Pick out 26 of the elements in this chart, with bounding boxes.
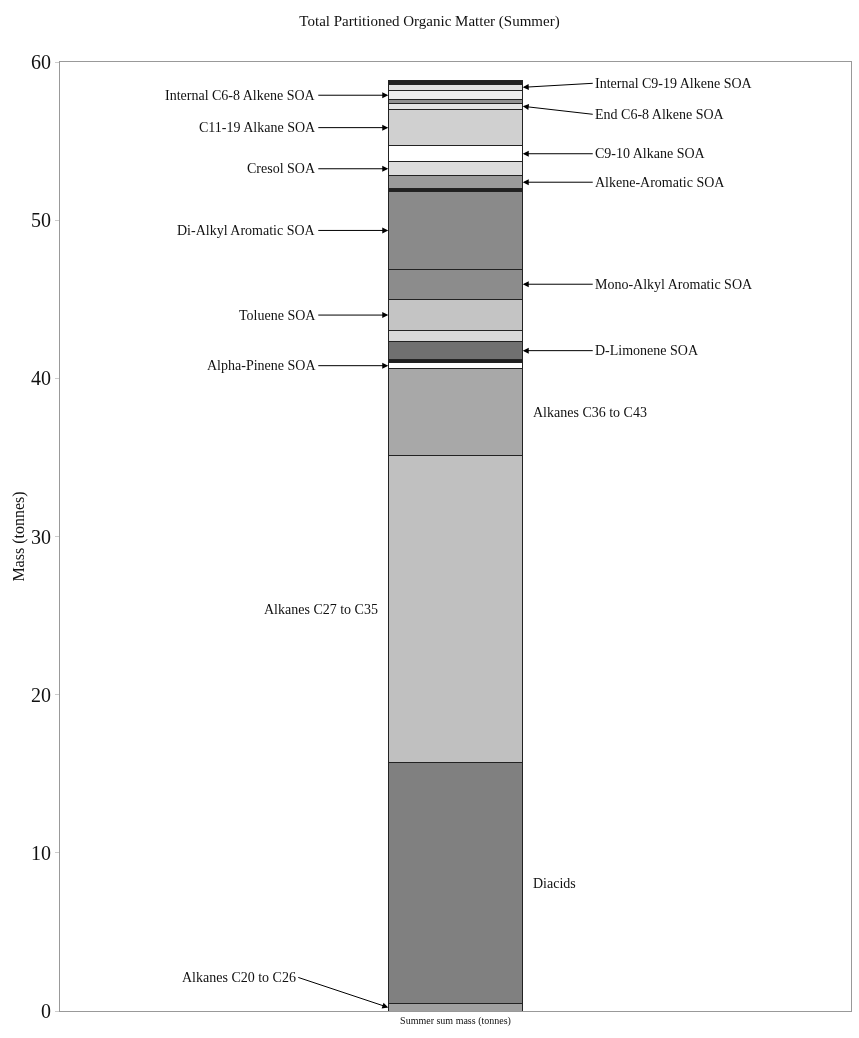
text: Alpha-Pinene SOA xyxy=(207,358,317,373)
text: Mono-Alkyl Aromatic SOA xyxy=(595,277,753,292)
y-axis-title: Mass (tonnes) xyxy=(9,491,28,582)
text: Cresol SOA xyxy=(247,161,316,176)
y-tick-label: 0 xyxy=(41,1000,51,1022)
text: C11-19 Alkane SOA xyxy=(199,120,317,135)
y-tick-label: 40 xyxy=(31,367,51,390)
text: Alkanes C20 to C26 xyxy=(182,970,296,985)
text: Toluene SOA xyxy=(239,308,317,323)
text: Alkene-Aromatic SOA xyxy=(595,175,726,190)
y-tick-label: 20 xyxy=(31,683,51,706)
series-label: Alkanes C27 to C35 xyxy=(264,602,378,617)
text: Di-Alkyl Aromatic SOA xyxy=(177,223,316,238)
text: Internal C9-19 Alkene SOA xyxy=(595,76,753,91)
text: C9-10 Alkane SOA xyxy=(595,146,706,161)
y-tick-label: 30 xyxy=(31,525,51,548)
x-tick-label: Summer sum mass (tonnes) xyxy=(400,1015,511,1027)
y-tick-label: 60 xyxy=(31,51,51,73)
text: Internal C6-8 Alkene SOA xyxy=(165,88,316,103)
text: End C6-8 Alkene SOA xyxy=(595,107,725,122)
y-tick-label: 50 xyxy=(31,209,51,232)
text: D-Limonene SOA xyxy=(595,343,699,358)
chart-title: Total Partitioned Organic Matter (Summer) xyxy=(299,13,560,31)
series-label: Alkanes C36 to C43 xyxy=(533,405,647,420)
y-tick-label: 10 xyxy=(31,841,51,864)
series-label: Diacids xyxy=(533,876,576,891)
